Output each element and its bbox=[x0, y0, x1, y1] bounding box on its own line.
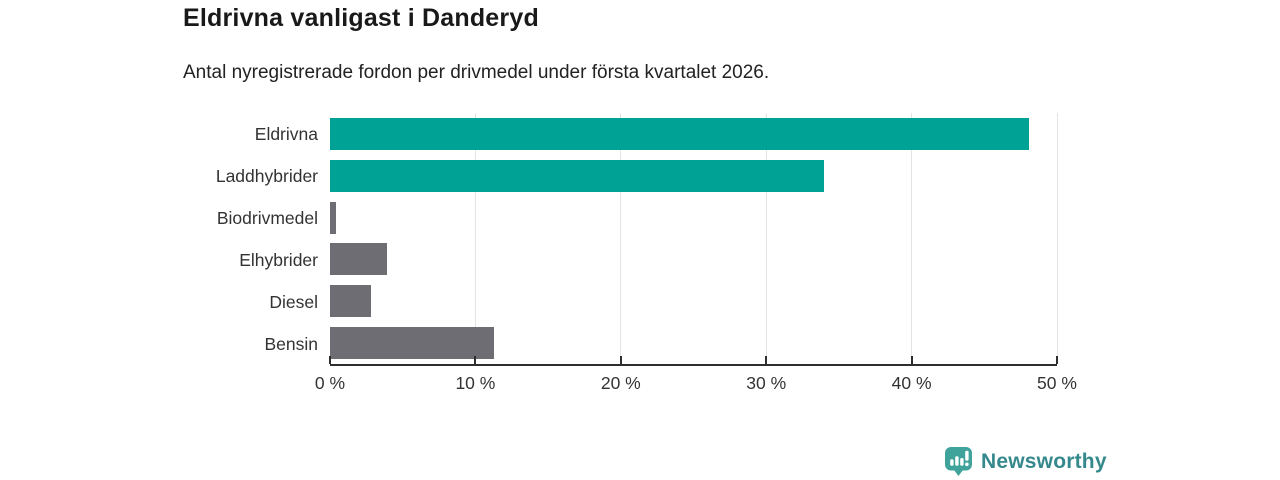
bar-laddhybrider bbox=[330, 159, 825, 192]
category-labels: Eldrivna Laddhybrider Biodrivmedel Elhybrid… bbox=[0, 113, 318, 366]
page-title: Eldrivna vanligast i Danderyd bbox=[183, 4, 539, 32]
bar-elhybrider bbox=[330, 243, 387, 276]
axis-tick-label: 10 % bbox=[455, 373, 496, 393]
bar-bensin bbox=[330, 327, 495, 360]
gridline bbox=[620, 113, 622, 364]
axis-tick-mark bbox=[765, 356, 768, 364]
axis-tick-label: 30 % bbox=[746, 373, 787, 393]
category-label: Eldrivna bbox=[254, 123, 318, 144]
gridline bbox=[474, 113, 476, 364]
axis-tick-mark bbox=[619, 356, 622, 364]
bar-row bbox=[330, 155, 1057, 197]
category-label: Diesel bbox=[269, 292, 318, 313]
bar-row bbox=[330, 322, 1057, 364]
newsworthy-brand-link[interactable]: Newsworthy bbox=[944, 446, 1107, 477]
axis-tick-label: 50 % bbox=[1037, 373, 1077, 393]
gridline bbox=[1056, 113, 1058, 364]
bar-row bbox=[330, 113, 1057, 155]
bars-area bbox=[330, 113, 1057, 364]
bar-row bbox=[330, 197, 1057, 239]
axis-tick-mark bbox=[329, 356, 331, 364]
newsworthy-logo-icon bbox=[944, 446, 973, 477]
axis-tick-mark bbox=[910, 356, 913, 364]
axis-tick-label: 0 % bbox=[314, 373, 346, 393]
bar-row bbox=[330, 280, 1057, 322]
bar-eldrivna bbox=[330, 117, 1030, 150]
gridline bbox=[911, 113, 913, 364]
axis-tick-mark bbox=[1056, 356, 1058, 364]
bar-diesel bbox=[330, 285, 371, 318]
axis-tick-label: 20 % bbox=[600, 373, 641, 393]
axis-tick-label: 40 % bbox=[891, 373, 932, 393]
category-label: Bensin bbox=[264, 334, 318, 355]
axis-tick-mark bbox=[474, 356, 477, 364]
brand-name: Newsworthy bbox=[981, 449, 1107, 473]
gridline bbox=[765, 113, 767, 364]
bar-row bbox=[330, 238, 1057, 280]
bar-chart-plot: 0 % 10 % 20 % 30 % 40 % 50 % bbox=[315, 113, 1077, 393]
category-label: Biodrivmedel bbox=[216, 207, 318, 228]
category-label: Laddhybrider bbox=[215, 165, 318, 186]
category-label: Elhybrider bbox=[239, 250, 318, 271]
bar-biodrivmedel bbox=[330, 201, 336, 234]
chart-subtitle: Antal nyregistrerade fordon per drivmede… bbox=[183, 62, 770, 83]
